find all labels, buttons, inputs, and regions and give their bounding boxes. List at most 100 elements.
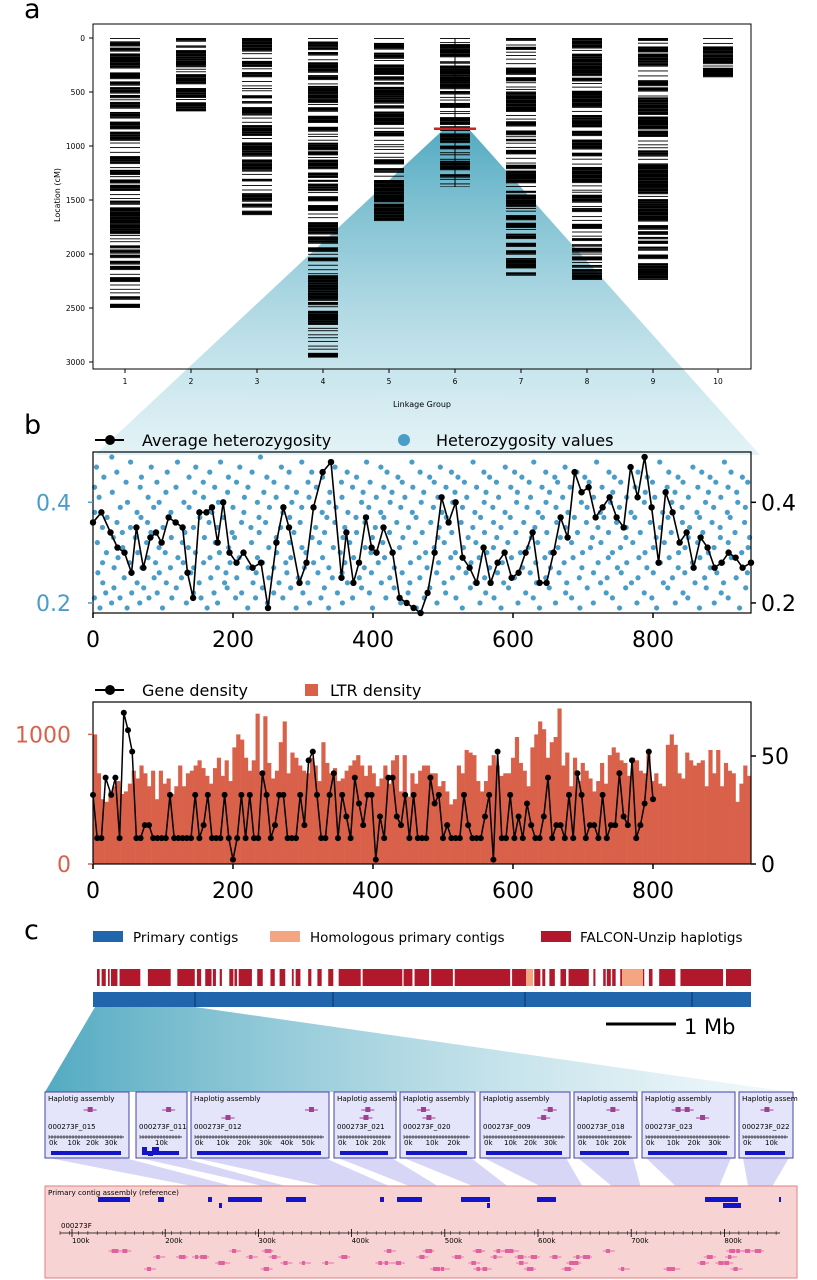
marker-band [374,187,404,192]
haplotig-box-name: 000273F_023 [645,1123,693,1131]
marker-band [572,135,602,137]
avg-point [240,549,247,556]
hetero-point [329,575,335,581]
avg-point [676,539,683,546]
marker-band [110,284,140,286]
hetero-point [453,595,459,601]
avg-point [310,504,317,511]
haplotig-box-frame [573,1091,638,1159]
marker-band [242,189,272,191]
hetero-point [743,585,749,591]
marker-band [308,337,338,339]
hetero-point [552,600,559,606]
marker-band [110,147,140,149]
hetero-point [635,469,641,475]
hetero-point [266,504,273,510]
hetero-point [606,469,612,475]
marker-band [176,65,206,67]
marker-band [242,148,272,151]
hetero-point [707,565,713,571]
hetero-point [291,529,297,536]
marker-band [572,216,602,218]
haplotig-block [257,969,263,986]
haplotig-block [196,969,202,986]
marker-band [308,99,338,103]
haplotig-box-contig [580,1151,629,1155]
haplotig-box-frame [641,1091,736,1159]
hetero-point [339,494,345,500]
gene-point [545,774,551,781]
marker-band [638,270,668,274]
legend-primary-swatch [93,931,123,942]
hetero-point [349,484,356,490]
x-tick-label: 10 [713,377,723,386]
marker-band [506,110,536,112]
marker-band [638,211,668,216]
ltr-bar [104,801,109,864]
gene-point [469,835,476,842]
hetero-point [587,544,594,551]
hetero-point [407,580,413,586]
marker-band [638,108,668,112]
avg-point [725,549,732,556]
marker-band [572,152,602,156]
avg-point [487,579,494,587]
ltr-bar [375,786,380,864]
marker-band [308,181,338,182]
hetero-point [238,519,245,526]
hetero-point [369,605,376,611]
marker-band [308,330,338,332]
hetero-point [381,514,387,521]
marker-band [638,95,668,97]
hetero-point [739,550,745,556]
haplotig-block [119,969,141,986]
hetero-point [501,580,507,586]
gene-point [402,791,409,798]
hetero-point [418,499,424,505]
haplotig-block [606,969,611,986]
marker-band [308,208,338,211]
gene-point [389,774,396,781]
marker-band [703,54,733,58]
hetero-point [96,494,102,500]
marker-band [506,272,536,275]
right-tick-label: 0.2 [761,592,796,617]
hetero-point [375,560,381,566]
hetero-point [476,555,482,561]
haplotig-block [328,969,334,986]
hetero-point [339,600,345,606]
marker-band [572,95,602,99]
marker-band [110,92,140,94]
x-tick-label: 600 [492,879,534,904]
hetero-point [137,600,143,606]
hetero-point [233,479,240,485]
haplotig-box-title: Haplotig assembly [194,1094,261,1103]
haplotig-block [308,969,312,986]
marker-band [638,254,668,259]
gene-point [255,835,262,842]
gene-point [641,800,648,807]
hetero-point [461,479,468,485]
avg-point [711,564,718,571]
marker-band [506,73,536,75]
marker-band [242,211,272,214]
hetero-point [641,499,647,505]
avg-point [466,564,473,571]
marker-band [572,253,602,255]
hetero-point [162,550,168,556]
hetero-point [514,489,520,495]
hetero-point [724,509,730,515]
marker-band [308,122,338,123]
avg-point [410,604,417,612]
gene-point [549,835,556,842]
hetero-point [386,529,393,536]
gene-point [582,835,589,842]
marker-band [374,135,404,137]
hetero-legend-dot [398,434,410,446]
hetero-point [263,519,269,526]
hetero-point [369,534,376,541]
marker-band [638,195,668,197]
hetero-point [523,590,529,596]
marker-band [374,168,404,171]
ltr-bar [185,773,191,864]
